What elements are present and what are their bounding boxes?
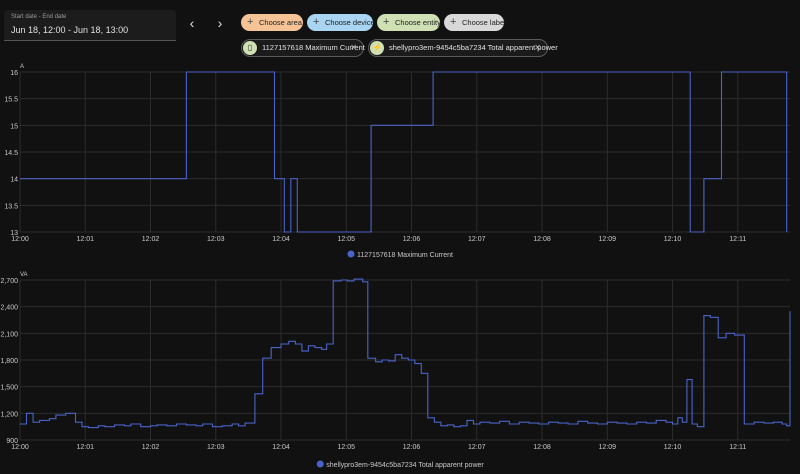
target-chip-apparent-power[interactable]: ⚡ shellypro3em-9454c5ba7234 Total appare… — [368, 39, 558, 57]
choose-device-button[interactable]: + Choose device — [307, 14, 375, 31]
x-tick-label: 12:04 — [272, 236, 290, 243]
date-range-picker[interactable]: Start date - End date Jun 18, 12:00 - Ju… — [4, 10, 176, 41]
y-tick-label: 2,400 — [0, 305, 18, 312]
x-tick-label: 12:04 — [272, 444, 290, 451]
y-tick-label: 1,200 — [0, 411, 18, 418]
legend-label: shellypro3em-9454c5ba7234 Total apparent… — [326, 462, 484, 469]
y-tick-label: 900 — [6, 438, 18, 445]
target-chip-label: shellypro3em-9454c5ba7234 Total apparent… — [389, 43, 558, 52]
plus-icon: + — [383, 16, 390, 28]
y-tick-label: 15.5 — [4, 97, 18, 104]
x-tick-label: 12:10 — [664, 236, 682, 243]
legend-swatch — [347, 250, 355, 258]
apparent-power-chart: VA 900 1,200 1,500 1,800 2,100 2,400 2,700 12:00… — [0, 272, 791, 469]
x-tick-label: 12:05 — [338, 444, 356, 451]
plus-icon: + — [450, 16, 457, 28]
y-tick-label: 13.5 — [4, 203, 18, 210]
x-tick-label: 12:06 — [403, 444, 421, 451]
target-chip-max-current[interactable]: ▯ 1127157618 Maximum Current ✕ — [241, 39, 365, 57]
x-tick-label: 12:03 — [207, 444, 225, 451]
choose-device-label: Choose device — [325, 18, 375, 27]
date-range-label: Start date - End date — [11, 14, 67, 20]
x-tick-label: 12:07 — [468, 236, 486, 243]
legend-swatch — [316, 460, 324, 468]
x-tick-label: 12:01 — [76, 444, 94, 451]
y-tick-label: 2,700 — [0, 278, 18, 285]
choose-label-button[interactable]: + Choose label — [444, 14, 506, 31]
x-tick-label: 12:05 — [338, 236, 356, 243]
lightning-icon: ⚡ — [370, 41, 384, 55]
y-tick-label: 16 — [10, 70, 18, 77]
target-chip-label: 1127157618 Maximum Current — [262, 43, 365, 52]
x-tick-label: 12:02 — [142, 236, 160, 243]
choose-area-label: Choose area — [259, 18, 302, 27]
x-tick-label: 12:11 — [729, 236, 746, 243]
choose-label-label: Choose label — [462, 18, 506, 27]
legend-item: 1127157618 Maximum Current — [347, 250, 453, 259]
y-tick-label: 14.5 — [4, 150, 18, 157]
x-tick-label: 12:09 — [599, 236, 617, 243]
x-tick-label: 12:01 — [76, 236, 94, 243]
plus-icon: + — [247, 16, 254, 28]
x-tick-label: 12:11 — [729, 444, 746, 451]
choose-entity-button[interactable]: + Choose entity — [377, 14, 441, 31]
x-tick-label: 12:06 — [403, 236, 421, 243]
x-tick-label: 12:08 — [533, 444, 551, 451]
series-line — [20, 278, 791, 429]
plus-icon: + — [313, 16, 320, 28]
choose-area-button[interactable]: + Choose area — [241, 14, 303, 31]
y-tick-label: 14 — [10, 177, 18, 184]
previous-range-button[interactable]: ‹ — [189, 15, 195, 31]
x-tick-label: 12:00 — [11, 444, 29, 451]
x-tick-label: 12:03 — [207, 236, 225, 243]
y-tick-label: 1,500 — [0, 385, 18, 392]
remove-icon[interactable]: ✕ — [350, 43, 357, 52]
next-range-button[interactable]: › — [217, 15, 223, 31]
x-tick-label: 12:02 — [142, 444, 160, 451]
y-tick-label: 1,800 — [0, 358, 18, 365]
x-tick-label: 12:07 — [468, 444, 486, 451]
x-tick-label: 12:09 — [599, 444, 617, 451]
y-axis-unit: VA — [20, 272, 28, 278]
x-tick-label: 12:10 — [664, 444, 682, 451]
y-tick-label: 13 — [10, 230, 18, 237]
current-chart: A 13 13.5 14 14.5 15 15.5 16 12:00 12:01 12:02 12:0… — [4, 64, 790, 259]
legend-item: shellypro3em-9454c5ba7234 Total apparent… — [316, 460, 484, 469]
legend-label: 1127157618 Maximum Current — [357, 252, 453, 259]
date-range-value: Jun 18, 12:00 - Jun 18, 13:00 — [11, 25, 129, 35]
y-tick-label: 15 — [10, 123, 18, 130]
x-tick-label: 12:08 — [533, 236, 551, 243]
device-icon: ▯ — [243, 41, 257, 55]
x-tick-label: 12:00 — [11, 236, 29, 243]
choose-entity-label: Choose entity — [395, 18, 441, 27]
y-axis-unit: A — [20, 64, 24, 70]
remove-icon[interactable]: ✕ — [534, 43, 541, 52]
y-tick-label: 2,100 — [0, 331, 18, 338]
series-line — [20, 71, 788, 233]
